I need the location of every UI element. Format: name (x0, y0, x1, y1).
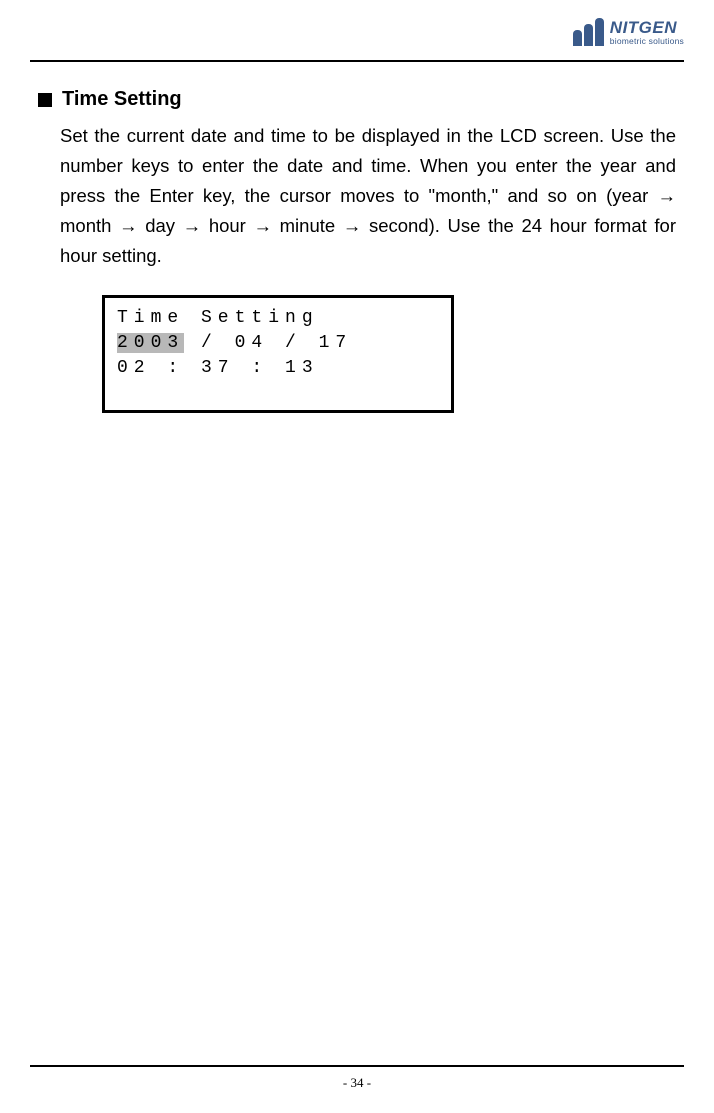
logo-name: NITGEN (610, 19, 684, 36)
page-number: - 34 - (0, 1075, 714, 1091)
lcd-display: Time Setting 2003 / 04 / 17 02 : 37 : 13 (102, 295, 454, 413)
section-title-row: Time Setting (38, 88, 676, 111)
header-logo: NITGEN biometric solutions (573, 18, 684, 46)
bullet-square-icon (38, 93, 52, 107)
lcd-line-1: Time Setting (117, 306, 439, 331)
lcd-line-3: 02 : 37 : 13 (117, 356, 439, 381)
nitgen-logo-icon (573, 18, 604, 46)
lcd-date-rest: / 04 / 17 (184, 333, 352, 353)
header-rule (30, 60, 684, 62)
section-body: Set the current date and time to be disp… (60, 121, 676, 271)
lcd-year-highlight: 2003 (117, 333, 184, 353)
logo-tagline: biometric solutions (610, 37, 684, 46)
logo-text-block: NITGEN biometric solutions (610, 19, 684, 46)
lcd-line-2: 2003 / 04 / 17 (117, 331, 439, 356)
section-title: Time Setting (62, 88, 182, 111)
footer-rule (30, 1065, 684, 1067)
content-area: Time Setting Set the current date and ti… (38, 88, 676, 413)
